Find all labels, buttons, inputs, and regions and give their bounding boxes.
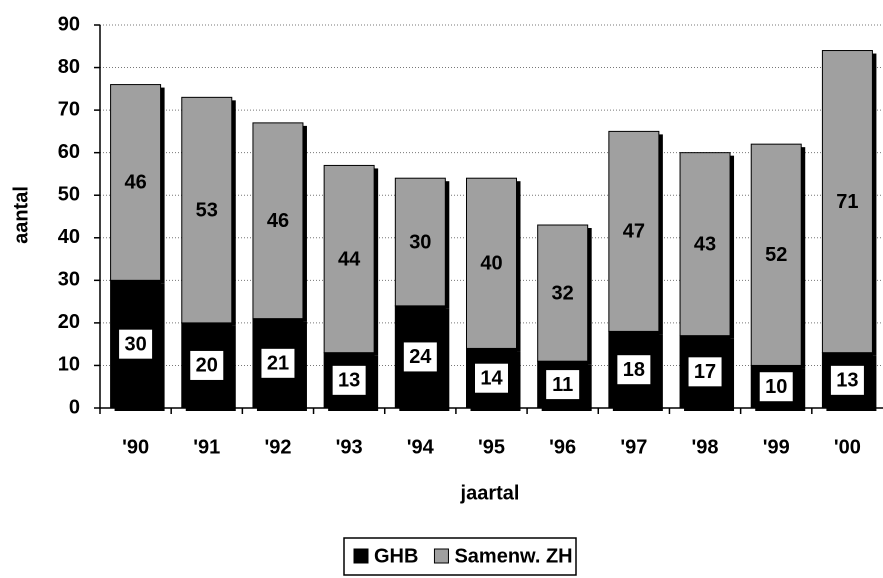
value-label: 52 (765, 244, 787, 266)
value-label: 21 (267, 353, 289, 375)
value-label: 14 (480, 367, 503, 389)
x-tick-label: '91 (193, 436, 220, 458)
y-tick-label: 30 (58, 269, 80, 291)
bar (750, 143, 802, 366)
legend-label: Samenw. ZH (454, 545, 572, 567)
bar (323, 164, 375, 354)
value-label: 11 (552, 374, 573, 396)
value-label: 47 (623, 221, 645, 243)
y-tick-label: 0 (69, 396, 80, 418)
bar (679, 152, 731, 337)
x-tick-label: '99 (763, 436, 790, 458)
bar (537, 224, 589, 362)
value-label: 30 (124, 333, 146, 355)
value-label: 20 (196, 355, 218, 377)
value-label: 43 (694, 233, 716, 255)
value-label-box (331, 364, 367, 396)
value-label: 30 (409, 231, 431, 253)
x-axis-label: jaartal (460, 482, 520, 504)
value-label-box (545, 369, 581, 401)
legend-swatch (353, 548, 369, 564)
value-label: 71 (836, 191, 858, 213)
value-label: 13 (836, 370, 858, 392)
bar (110, 84, 162, 281)
value-label: 46 (267, 210, 289, 232)
y-tick-label: 20 (58, 311, 80, 333)
value-label: 10 (765, 376, 787, 398)
value-label: 18 (623, 359, 645, 381)
legend-swatch (433, 548, 449, 564)
y-tick-label: 40 (58, 226, 80, 248)
value-label: 24 (409, 346, 432, 368)
value-label-box (616, 354, 652, 386)
bar (466, 177, 517, 349)
x-tick-label: '96 (549, 436, 576, 458)
value-label-box (687, 356, 723, 388)
bar (394, 177, 446, 307)
bar (821, 50, 873, 354)
x-tick-label: '94 (407, 436, 435, 458)
y-tick-label: 80 (58, 56, 80, 78)
value-label-box (758, 371, 794, 403)
value-label-box (402, 341, 438, 373)
x-tick-label: '95 (478, 436, 505, 458)
value-label-box (118, 328, 154, 360)
legend: GHB Samenw. ZH (343, 537, 577, 576)
value-label-box (260, 347, 296, 379)
y-tick-label: 90 (58, 13, 80, 35)
x-tick-label: '97 (620, 436, 647, 458)
bar (608, 130, 660, 332)
legend-label: GHB (374, 545, 418, 567)
legend-box (343, 537, 577, 576)
x-tick-label: '90 (122, 436, 149, 458)
value-label-box (474, 362, 509, 394)
value-label-box (189, 349, 225, 381)
x-tick-label: '00 (834, 436, 861, 458)
bar (181, 96, 233, 324)
value-label: 32 (552, 282, 574, 304)
y-tick-label: 50 (58, 184, 80, 206)
y-tick-label: 70 (58, 98, 80, 120)
value-label: 13 (338, 370, 360, 392)
x-tick-label: '98 (692, 436, 719, 458)
x-tick-label: '93 (336, 436, 363, 458)
value-label: 17 (694, 361, 716, 383)
y-tick-label: 10 (58, 354, 80, 376)
bar (252, 122, 304, 320)
value-label: 40 (480, 253, 502, 275)
value-label: 46 (124, 172, 146, 194)
value-label: 44 (338, 248, 361, 270)
value-label: 53 (196, 199, 218, 221)
y-tick-label: 60 (58, 141, 80, 163)
value-label-box (829, 364, 865, 396)
x-tick-label: '92 (264, 436, 291, 458)
y-axis-label: aantal (10, 186, 32, 244)
